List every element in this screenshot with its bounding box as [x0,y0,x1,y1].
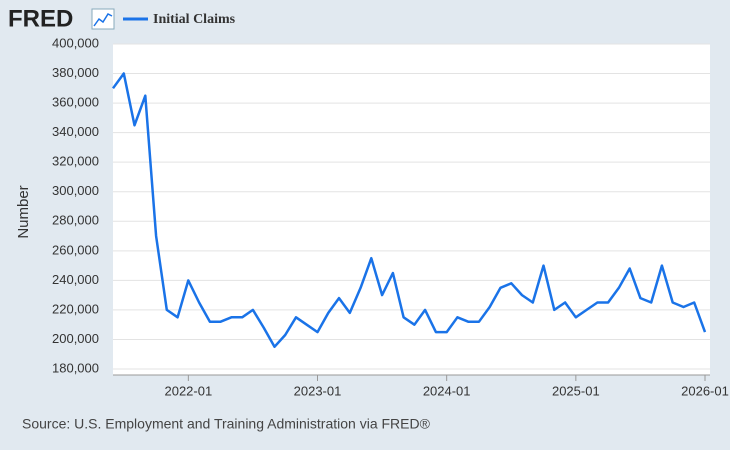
logo[interactable]: FRED [8,5,73,32]
y-tick-label: 200,000 [52,331,99,346]
source: Source: U.S. Employment and Training Adm… [22,416,431,432]
y-axis-label: Number [15,185,32,238]
x-tick-label: 2023-01 [294,383,342,398]
y-tick-label: 280,000 [52,213,99,228]
x-tick-label: 2024-01 [423,383,471,398]
plot-area [113,44,710,375]
y-tick-label: 240,000 [52,272,99,287]
legend-label: Initial Claims [153,12,236,27]
y-tick-label: 260,000 [52,242,99,257]
y-tick-label: 220,000 [52,301,99,316]
y-tick-label: 360,000 [52,95,99,110]
y-tick-label: 340,000 [52,124,99,139]
series-line [111,72,707,349]
y-tick-label: 320,000 [52,154,99,169]
y-tick-label: 400,000 [52,35,99,50]
y-tick-label: 300,000 [52,183,99,198]
y-tick-label: 380,000 [52,65,99,80]
y-tick-label: 180,000 [52,360,99,375]
logo-icon [91,8,115,30]
x-tick-label: 2025-01 [552,383,600,398]
x-tick-label: 2026-01 [681,383,729,398]
x-tick-label: 2022-01 [164,383,212,398]
